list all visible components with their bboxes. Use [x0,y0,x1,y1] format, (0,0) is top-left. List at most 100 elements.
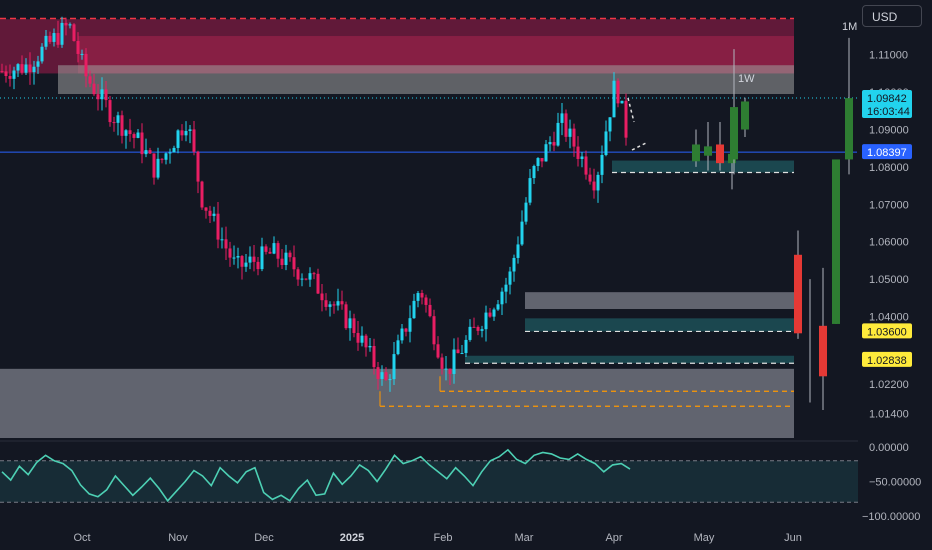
daily-candle-body [388,379,392,381]
daily-candle-body [220,239,224,241]
weekly-candle-body [730,107,738,160]
daily-candle-body [524,202,528,222]
daily-candle-body [416,293,420,301]
currency-button[interactable]: USD [862,5,922,27]
daily-candle-body [276,243,280,259]
daily-candle-body [60,22,64,45]
daily-candle-body [452,349,456,374]
yellow-price-tag-2: 1.02838 [867,355,907,367]
yellow-price-tag-1: 1.03600 [867,326,907,338]
daily-candle-body [132,134,136,138]
daily-candle-body [344,304,348,329]
daily-candle-body [164,153,168,160]
daily-candle-body [372,345,376,368]
daily-candle-body [316,273,320,294]
monthly-candle-body [819,325,827,377]
daily-candle-body [208,210,212,216]
daily-candle-body [68,24,72,26]
monthly-candles [794,37,853,410]
daily-candle-body [612,80,616,118]
price-axis-tick-label: 1.06000 [869,237,909,249]
daily-candle-body [308,273,312,280]
daily-candle-body [300,278,304,280]
daily-candle-body [8,76,12,79]
daily-candle-body [264,246,268,252]
weekly-candle-body [704,146,712,156]
daily-candle-body [536,158,540,166]
time-axis-tick-label: Oct [73,532,90,544]
daily-candle-body [532,165,536,179]
daily-candle-body [180,130,184,136]
last-price-tag-bg [862,90,912,119]
price-axis-tick-label: 1.09000 [869,125,909,137]
weekly-candle-body [692,144,700,162]
projection-arrow-1 [627,97,635,123]
daily-candle-body [228,248,232,258]
daily-candle-body [324,300,328,307]
daily-candle-body [36,61,40,67]
daily-candle-body [280,258,284,266]
blue-line-price-tag-bg [862,144,912,160]
time-axis-tick-label: Apr [605,532,622,544]
daily-candle-body [0,71,4,73]
daily-candle-body [16,64,20,71]
daily-candle-body [188,129,192,131]
daily-candle-body [528,178,532,203]
daily-candle-body [596,174,600,191]
daily-candle-body [128,130,132,135]
daily-candle-body [216,213,220,240]
monthly-candle-body [845,98,853,160]
daily-candle-body [568,128,572,137]
daily-candle-body [520,221,524,245]
daily-candle-body [476,326,480,331]
daily-candle-body [52,33,56,42]
time-axis-tick-label: Feb [434,532,453,544]
daily-candle-body [20,64,24,73]
daily-candle-body [140,132,144,155]
time-axis-tick-label: Nov [168,532,188,544]
daily-candle-body [192,129,196,152]
daily-candle-body [168,152,172,154]
daily-candle-body [348,318,352,329]
daily-candle-body [364,335,368,348]
daily-candle-body [292,257,296,270]
daily-candle-body [136,132,140,138]
weekly-candles [692,49,749,190]
time-axis-tick-label: Jun [784,532,802,544]
timeframe-label-monthly: 1M [842,21,857,33]
daily-candle-body [592,181,596,191]
daily-candle-body [480,329,484,331]
oscillator-line [1,448,631,503]
daily-candle-body [76,40,80,54]
daily-candle-body [360,335,364,343]
daily-candle-body [4,71,8,77]
price-axis-tick-label: 1.02200 [869,379,909,391]
daily-candle-body [564,113,568,137]
daily-candle-body [508,271,512,285]
daily-candle-body [492,309,496,317]
price-axis-tick-label: 1.07000 [869,199,909,211]
daily-candle-body [436,344,440,358]
daily-candle-body [440,357,444,369]
daily-candle-body [340,301,344,305]
weekly-candle-body [741,101,749,130]
oscillator-axis-tick-label: −100.00000 [862,511,920,523]
daily-candle-body [80,53,84,55]
timeframe-label-weekly: 1W [738,73,755,85]
daily-candle-body [512,257,516,272]
daily-candle-body [600,155,604,175]
daily-candle-body [260,246,264,270]
daily-candle-body [548,142,552,145]
daily-candle-body [256,261,260,270]
daily-candle-body [284,252,288,266]
daily-candle-body [312,273,316,275]
yellow-price-tag-2-bg [862,351,912,367]
oscillator-band [0,460,858,503]
daily-candle-body [424,297,428,305]
yellow-price-tag-1-bg [862,323,912,339]
daily-candle-body [304,278,308,280]
daily-candle-body [320,293,324,301]
daily-candle-body [112,122,116,124]
daily-candle-body [116,115,120,123]
